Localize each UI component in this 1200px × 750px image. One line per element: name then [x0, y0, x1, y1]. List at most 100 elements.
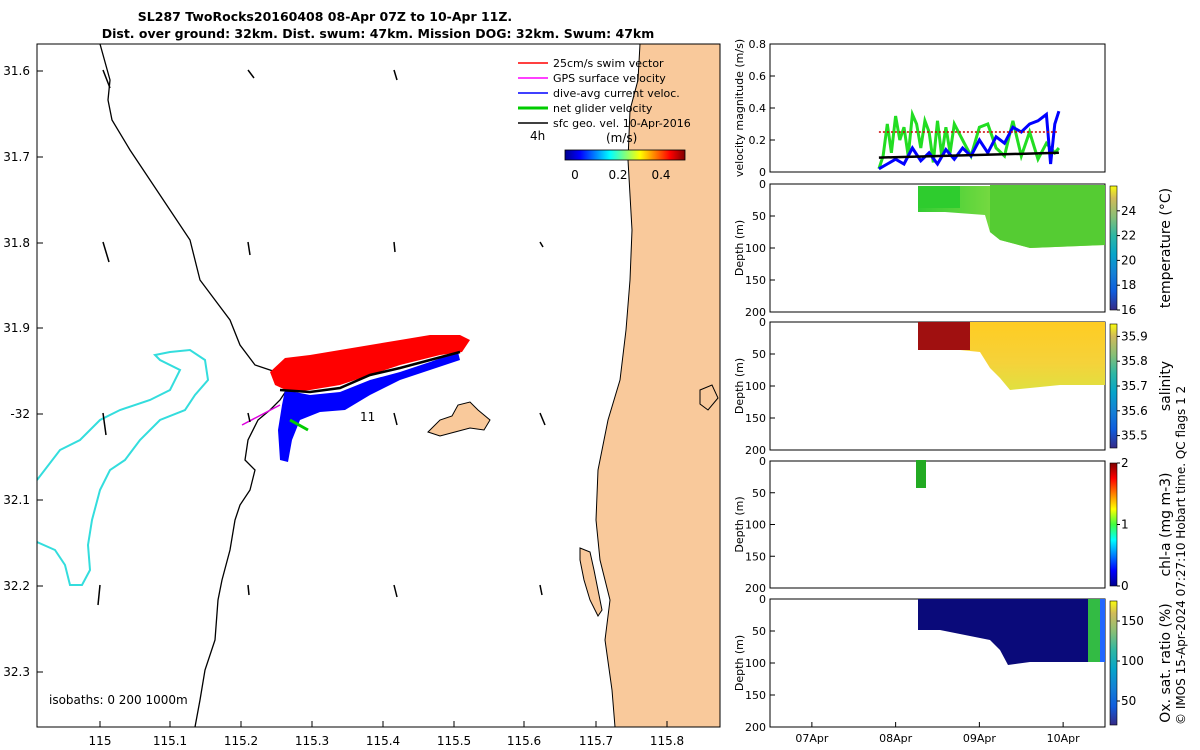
gps-vector	[241, 404, 281, 426]
cb-tick-label: 35.7	[1121, 379, 1148, 393]
lon-tick-label: 115.1	[153, 734, 187, 748]
island-rottnest	[427, 401, 491, 437]
legend-swim: 25cm/s swim vector	[553, 57, 664, 70]
depth-y-tick-label: 200	[745, 306, 766, 319]
velocity-y-tick-label: 0	[759, 166, 766, 179]
depth-ylabel: Depth (m)	[733, 635, 746, 691]
depth-y-tick-label: 0	[759, 593, 766, 606]
swim-vector-swath	[270, 335, 470, 392]
cb-tick-label: 35.6	[1121, 404, 1148, 418]
island-small	[699, 384, 719, 411]
lon-tick-label: 115.2	[224, 734, 258, 748]
velocity-y-tick-label: 0.6	[749, 70, 767, 83]
depth-y-tick-label: 50	[752, 487, 766, 500]
cb-tick-label: 35.9	[1121, 329, 1148, 343]
depth-y-tick-label: 200	[745, 582, 766, 595]
lat-tick-label: 32.1	[3, 493, 30, 507]
depth-panel-3: 0 50 100 150 200 Depth (m) 0 1 2 chl-a (mg m-3)	[733, 455, 1174, 595]
lon-tick-label: 115.3	[295, 734, 329, 748]
lat-tick-label: -32	[10, 407, 30, 421]
cb-tick-label: 35.5	[1121, 429, 1148, 443]
velocity-series-1	[878, 110, 1061, 171]
map-cb-tick-2: 0.4	[651, 168, 670, 182]
legend-gps: GPS surface velocity	[553, 72, 666, 85]
depth-y-tick-label: 150	[745, 274, 766, 287]
profile-patch	[918, 186, 960, 208]
cb-tick-label: 150	[1121, 614, 1144, 628]
isobaths-label: isobaths: 0 200 1000m	[49, 693, 188, 707]
colorbar-unit: (m/s)	[606, 131, 637, 145]
cb-tick-label: 16	[1121, 303, 1136, 317]
time-tick-label: 09Apr	[963, 732, 997, 745]
profile-patch	[918, 322, 970, 350]
cb-tick-label: 1	[1121, 518, 1129, 532]
velocity-series-0	[877, 108, 1061, 170]
cb-tick-label: 35.8	[1121, 354, 1148, 368]
geo-velocity-arrows	[97, 69, 546, 606]
depth-y-tick-label: 0	[759, 178, 766, 191]
lat-tick-label: 32.2	[3, 579, 30, 593]
cb-tick-label: 2	[1121, 456, 1129, 470]
island-garden	[579, 547, 603, 617]
lon-tick-label: 115.6	[507, 734, 541, 748]
map-panel: 11	[37, 44, 720, 727]
current-vector-swath	[278, 352, 460, 462]
depth-ylabel: Depth (m)	[733, 220, 746, 276]
time-tick-label: 08Apr	[879, 732, 913, 745]
depth-panel-1: 0 50 100 150 200 Depth (m) 16 18 20 22 24 temperatu…	[733, 178, 1174, 319]
map-legend: 25cm/s swim vector GPS surface velocity …	[518, 57, 691, 182]
colorbar-label: Ox. sat. ratio (%)	[1158, 603, 1174, 722]
depth-y-tick-label: 50	[752, 210, 766, 223]
depth-frame	[769, 460, 1106, 589]
lon-tick-label: 115.8	[650, 734, 684, 748]
lon-tick-label: 115.4	[366, 734, 400, 748]
net-glider-vector	[289, 418, 309, 432]
depth-y-tick-label: 150	[745, 412, 766, 425]
velocity-series-2	[878, 151, 1059, 159]
time-tick-label: 07Apr	[795, 732, 829, 745]
profile-patch	[990, 185, 1105, 248]
cb-tick-label: 0	[1121, 579, 1129, 593]
lat-tick-label: 31.6	[3, 64, 30, 78]
profile-fill	[916, 460, 926, 488]
velocity-y-tick-label: 0.2	[749, 134, 767, 147]
velocity-y-tick-label: 0.4	[749, 102, 767, 115]
depth-panel-4: 0 50 100 150 200 Depth (m) 50 100 150 Ox. sat. ra…	[733, 593, 1174, 734]
lat-tick-label: 31.7	[3, 150, 30, 164]
time-tick-label: 10Apr	[1047, 732, 1081, 745]
cb-tick-label: 24	[1121, 204, 1136, 218]
cb-tick-label: 50	[1121, 694, 1136, 708]
annotation-number: 11	[360, 410, 375, 424]
colorbar	[1109, 185, 1118, 311]
depth-y-tick-label: 100	[745, 657, 766, 670]
map-frame	[36, 43, 721, 728]
lon-tick-label: 115	[89, 734, 112, 748]
lon-tick-label: 115.7	[579, 734, 613, 748]
velocity-y-tick-label: 0.8	[749, 38, 767, 51]
depth-y-tick-label: 150	[745, 550, 766, 563]
credit-text: © IMOS 15-Apr-2024 07:27:10 Hobart time.…	[1174, 386, 1188, 725]
depth-y-tick-label: 200	[745, 721, 766, 734]
depth-y-tick-label: 50	[752, 625, 766, 638]
map-colorbar	[564, 149, 686, 161]
cb-tick-label: 100	[1121, 654, 1144, 668]
cb-tick-label: 18	[1121, 278, 1136, 292]
map-axes: 115 115.1 115.2 115.3 115.4 115.5 115.6 115.7 11…	[3, 64, 684, 748]
depth-y-tick-label: 100	[745, 519, 766, 532]
profile-patch	[1088, 599, 1100, 662]
legend-net: net glider velocity	[553, 102, 653, 115]
depth-y-tick-label: 200	[745, 444, 766, 457]
time-axis: 07Apr 08Apr 09Apr 10Apr	[795, 722, 1080, 745]
depth-ylabel: Depth (m)	[733, 496, 746, 552]
map-cb-tick-1: 0.2	[608, 168, 627, 182]
isobath-cyan	[37, 348, 210, 586]
colorbar-label: salinity	[1158, 361, 1174, 411]
lat-tick-label: 31.9	[3, 321, 30, 335]
depth-y-tick-label: 50	[752, 348, 766, 361]
cb-tick-label: 22	[1121, 229, 1136, 243]
cb-tick-label: 20	[1121, 253, 1136, 267]
depth-y-tick-label: 150	[745, 689, 766, 702]
depth-ylabel: Depth (m)	[733, 358, 746, 414]
